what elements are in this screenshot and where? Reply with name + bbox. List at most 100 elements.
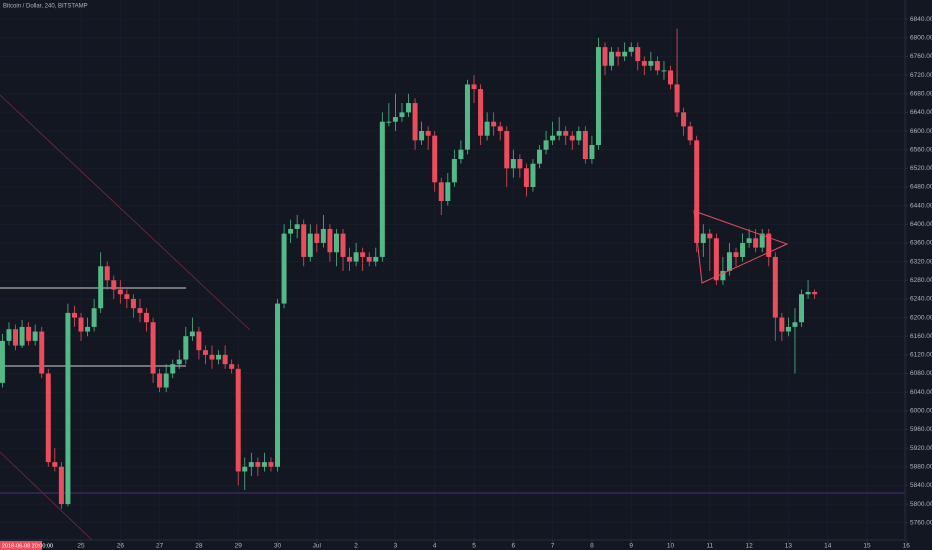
- candle-body: [392, 117, 398, 122]
- candle-body: [740, 242, 746, 257]
- candle-body: [432, 135, 438, 183]
- candle-body: [523, 168, 529, 187]
- y-tick-label: 6120.00: [910, 352, 932, 359]
- candle-body: [379, 121, 385, 257]
- y-tick-label: 5880.00: [910, 464, 932, 471]
- x-tick-label: 25: [77, 543, 85, 550]
- candle-body: [98, 266, 104, 309]
- candle-body: [327, 228, 333, 253]
- candles: [0, 28, 818, 509]
- candle-body: [183, 336, 189, 360]
- candle-body: [52, 462, 58, 467]
- x-tick-label: 28: [195, 543, 203, 550]
- candle-body: [681, 112, 687, 127]
- candle-body: [373, 256, 379, 262]
- candle-body: [694, 140, 700, 243]
- x-tick-label: 10: [667, 543, 675, 550]
- candle-body: [700, 233, 706, 243]
- candle-body: [746, 238, 752, 243]
- candle-body: [91, 308, 97, 327]
- candle-body: [13, 329, 19, 346]
- candle-body: [543, 140, 549, 150]
- candle-body: [720, 270, 726, 281]
- candle-body: [229, 364, 235, 369]
- candle-body: [484, 121, 490, 136]
- candle-body: [517, 159, 523, 169]
- time-label: 2018-06-08 20:00:00: [2, 543, 53, 549]
- x-tick-label: 15: [863, 543, 871, 550]
- candle-body: [333, 233, 339, 253]
- x-tick-label: 2: [354, 543, 358, 550]
- x-tick-label: 3: [394, 543, 398, 550]
- candle-body: [772, 256, 778, 318]
- x-tick-label: 7: [551, 543, 555, 550]
- candle-body: [537, 149, 543, 164]
- candle-body: [366, 256, 372, 262]
- candle-body: [438, 182, 444, 201]
- y-tick-label: 5800.00: [910, 501, 932, 508]
- candle-body: [124, 294, 130, 299]
- candle-body: [39, 331, 45, 374]
- candle-body: [805, 291, 811, 295]
- trend-line: [0, 94, 251, 331]
- x-tick-label: Jul: [313, 543, 322, 550]
- candle-body: [406, 103, 412, 113]
- candle-body: [648, 61, 654, 66]
- candle-body: [150, 322, 156, 374]
- candle-body: [65, 312, 71, 505]
- x-tick-label: 30: [274, 543, 282, 550]
- y-tick-label: 5920.00: [910, 445, 932, 452]
- y-tick-label: 6760.00: [910, 53, 932, 60]
- candle-body: [733, 252, 739, 257]
- candle-body: [478, 89, 484, 136]
- x-tick-label: 9: [629, 543, 633, 550]
- candle-body: [248, 462, 254, 467]
- candle-body: [589, 145, 595, 160]
- grid: [0, 0, 907, 540]
- candle-body: [261, 462, 267, 467]
- candle-body: [419, 131, 425, 141]
- candle-body: [111, 280, 117, 290]
- candle-body: [582, 131, 588, 160]
- y-tick-label: 6040.00: [910, 389, 932, 396]
- candle-body: [766, 233, 772, 257]
- candle-body: [510, 159, 516, 169]
- y-tick-label: 5840.00: [910, 482, 932, 489]
- candle-body: [85, 326, 91, 332]
- x-tick-label: 16: [903, 543, 911, 550]
- candle-body: [635, 47, 641, 62]
- candle-body: [471, 84, 477, 90]
- candle-body: [661, 70, 667, 72]
- candle-body: [157, 373, 163, 388]
- candle-body: [451, 159, 457, 183]
- candle-body: [117, 289, 123, 295]
- candle-body: [445, 182, 451, 201]
- candle-body: [628, 47, 634, 52]
- y-tick-label: 6280.00: [910, 277, 932, 284]
- candle-body: [713, 238, 719, 281]
- y-tick-label: 6520.00: [910, 165, 932, 172]
- y-tick-label: 5960.00: [910, 426, 932, 433]
- y-tick-label: 6360.00: [910, 240, 932, 247]
- candle-body: [301, 224, 307, 257]
- candle-body: [202, 350, 208, 355]
- x-tick-label: 11: [706, 543, 713, 550]
- candle-body: [45, 373, 51, 463]
- candle-body: [275, 303, 281, 467]
- candle-body: [491, 121, 497, 127]
- y-tick-label: 6640.00: [910, 109, 932, 116]
- candle-body: [71, 312, 77, 318]
- x-tick-label: 26: [117, 543, 125, 550]
- candle-body: [386, 121, 392, 123]
- y-tick-label: 6560.00: [910, 146, 932, 153]
- candle-body: [530, 163, 536, 187]
- y-tick-label: 6200.00: [910, 314, 932, 321]
- candle-body: [255, 462, 261, 467]
- trend-line: [0, 451, 93, 541]
- candle-body: [347, 256, 353, 262]
- x-tick-label: 12: [745, 543, 753, 550]
- x-tick-label: 6: [512, 543, 516, 550]
- candle-body: [144, 312, 150, 323]
